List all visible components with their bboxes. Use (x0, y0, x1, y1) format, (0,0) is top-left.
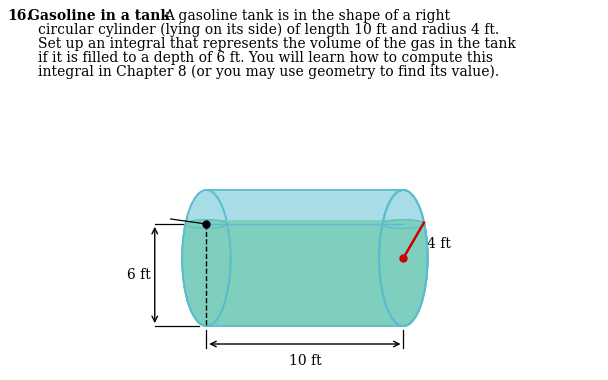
Text: Set up an integral that represents the volume of the gas in the tank: Set up an integral that represents the v… (38, 37, 516, 51)
Polygon shape (206, 190, 403, 326)
Text: Gasoline in a tank: Gasoline in a tank (28, 9, 170, 23)
Ellipse shape (379, 190, 427, 326)
Polygon shape (206, 224, 403, 326)
Text: 16.: 16. (7, 9, 32, 23)
Text: 4 ft: 4 ft (427, 237, 451, 251)
Text: circular cylinder (lying on its side) of length 10 ft and radius 4 ft.: circular cylinder (lying on its side) of… (38, 23, 499, 37)
Text: 10 ft: 10 ft (289, 354, 321, 368)
Text: integral in Chapter 8 (or you may use geometry to find its value).: integral in Chapter 8 (or you may use ge… (38, 65, 499, 79)
Ellipse shape (182, 190, 230, 326)
Text: 6 ft: 6 ft (127, 268, 151, 282)
Text: A gasoline tank is in the shape of a right: A gasoline tank is in the shape of a rig… (164, 9, 450, 23)
Ellipse shape (185, 220, 227, 228)
Ellipse shape (182, 190, 230, 326)
Ellipse shape (382, 220, 424, 228)
Text: if it is filled to a depth of 6 ft. You will learn how to compute this: if it is filled to a depth of 6 ft. You … (38, 51, 492, 65)
Polygon shape (206, 220, 403, 228)
Ellipse shape (379, 190, 427, 326)
